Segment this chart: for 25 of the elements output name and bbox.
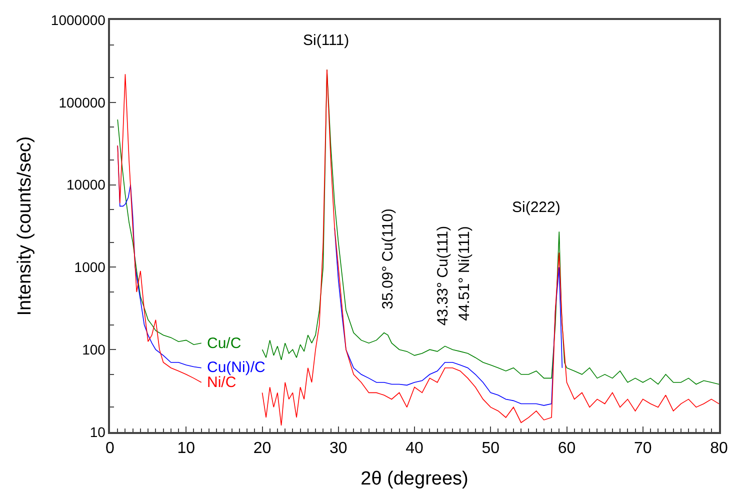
annotation: 43.33° Cu(111) bbox=[434, 226, 452, 326]
series-label: Cu/C bbox=[207, 335, 242, 352]
x-tick-label: 70 bbox=[634, 440, 652, 457]
annotation: Si(111) bbox=[303, 32, 350, 49]
annotation: Si(222) bbox=[512, 199, 560, 216]
x-tick-label: 20 bbox=[253, 440, 272, 457]
series-label: Ni/C bbox=[207, 374, 236, 391]
y-tick-label: 10 bbox=[90, 424, 106, 440]
x-tick-label: 10 bbox=[177, 440, 196, 457]
y-tick-label: 10000 bbox=[66, 176, 106, 193]
y-tick-label: 100 bbox=[82, 342, 106, 358]
x-tick-label: 40 bbox=[406, 440, 424, 457]
x-tick-label: 0 bbox=[106, 440, 115, 457]
y-tick-label: 1000000 bbox=[50, 12, 106, 28]
x-tick-label: 50 bbox=[482, 440, 500, 457]
x-tick-label: 30 bbox=[329, 440, 348, 457]
y-tick-label: 1000 bbox=[74, 259, 106, 276]
series-label: Cu(Ni)/C bbox=[207, 359, 266, 376]
annotation: 35.09° Cu(110) bbox=[379, 208, 396, 310]
y-axis-title: Intensity (counts/sec) bbox=[14, 136, 36, 316]
x-tick-label: 80 bbox=[710, 440, 728, 457]
x-axis-title: 2θ (degrees) bbox=[360, 468, 468, 490]
y-tick-label: 100000 bbox=[58, 94, 106, 110]
x-tick-label: 60 bbox=[558, 440, 576, 457]
annotation: 44.51° Ni(111) bbox=[456, 226, 474, 321]
